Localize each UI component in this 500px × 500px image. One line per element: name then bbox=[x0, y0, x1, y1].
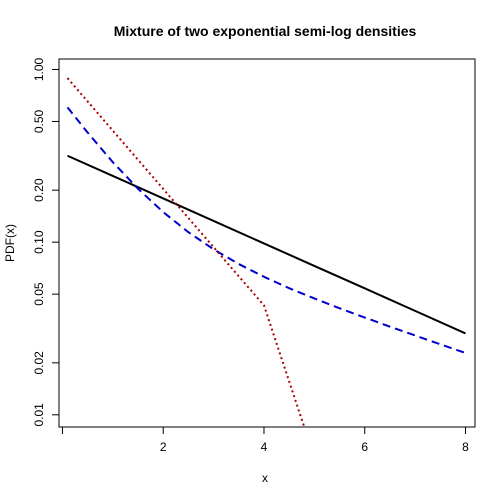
x-axis: 2 4 6 8 bbox=[62, 427, 469, 454]
y-axis-label: PDF(x) bbox=[3, 224, 17, 262]
series-line-3 bbox=[68, 78, 305, 427]
y-tick-label: 0.20 bbox=[32, 178, 46, 202]
y-tick-label: 0.50 bbox=[32, 109, 46, 133]
y-axis: 0.01 0.02 0.05 0.10 0.20 0.50 1.00 bbox=[32, 57, 59, 426]
y-tick-label: 0.10 bbox=[32, 230, 46, 254]
x-tick-label: 6 bbox=[361, 440, 368, 454]
series-line-1 bbox=[68, 156, 466, 334]
series-layer bbox=[68, 78, 466, 427]
x-tick-label: 8 bbox=[462, 440, 469, 454]
x-tick-label: 4 bbox=[261, 440, 268, 454]
y-tick-label: 0.01 bbox=[32, 403, 46, 427]
y-tick-label: 0.05 bbox=[32, 282, 46, 306]
x-tick-label: 2 bbox=[160, 440, 167, 454]
x-axis-label: x bbox=[262, 471, 268, 485]
y-tick-label: 0.02 bbox=[32, 351, 46, 375]
plot-frame bbox=[59, 59, 475, 427]
chart-title: Mixture of two exponential semi-log dens… bbox=[114, 23, 417, 39]
y-tick-label: 1.00 bbox=[32, 57, 46, 81]
